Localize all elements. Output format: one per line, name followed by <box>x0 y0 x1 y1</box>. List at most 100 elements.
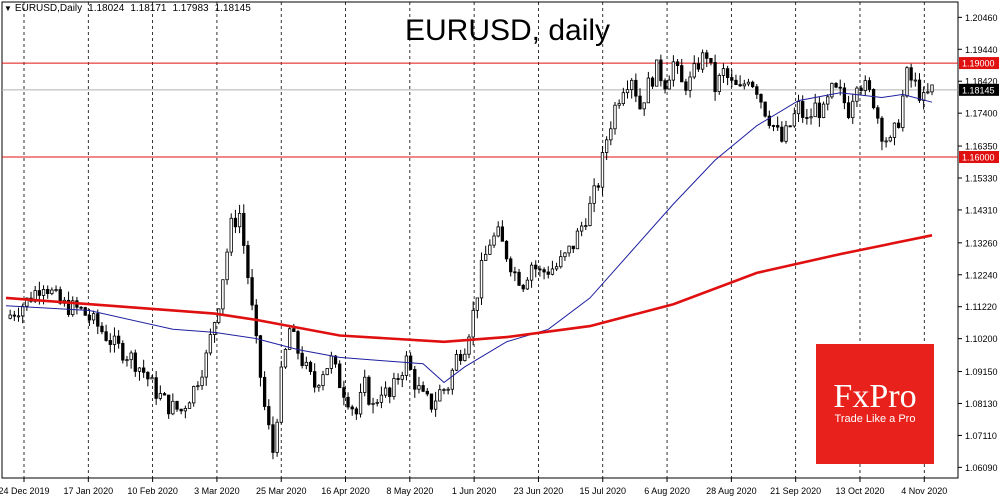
candle-body <box>550 268 555 275</box>
candle-body <box>442 389 446 391</box>
candle-body <box>237 213 242 228</box>
candle-body <box>112 335 117 345</box>
y-tick-label: 1.18420 <box>965 77 998 87</box>
candle-body <box>350 406 354 410</box>
candle-body <box>826 96 830 105</box>
candle-body <box>659 59 663 82</box>
x-tick-label: 8 May 2020 <box>386 486 433 496</box>
candle-body <box>509 258 513 273</box>
candle-body <box>183 408 188 412</box>
candle-body <box>504 240 509 260</box>
candle-body <box>50 289 54 294</box>
candle-body <box>162 393 167 396</box>
candle-body <box>767 115 771 126</box>
candle-body <box>354 408 359 415</box>
candle-body <box>317 385 321 388</box>
x-tick-label: 23 Jun 2020 <box>514 486 564 496</box>
candle-body <box>371 402 375 405</box>
candle-body <box>446 388 450 391</box>
candle-body <box>167 394 171 415</box>
candle-body <box>838 86 842 89</box>
candle-body <box>296 331 300 354</box>
candle-body <box>125 359 129 362</box>
candle-body <box>521 284 525 290</box>
candle-body <box>71 300 75 316</box>
candle-body <box>542 269 546 273</box>
y-tick-label: 1.11220 <box>965 302 997 312</box>
candle-body <box>930 84 934 93</box>
candle-body <box>375 401 379 404</box>
x-tick-label: 16 Apr 2020 <box>321 486 370 496</box>
candle-body <box>675 61 680 66</box>
candle-body <box>425 390 429 395</box>
x-tick-label: 28 Aug 2020 <box>706 486 757 496</box>
candle-body <box>262 376 267 407</box>
candle-body <box>700 52 705 70</box>
x-tick-label: 4 Nov 2020 <box>901 486 947 496</box>
candle-body <box>513 271 517 274</box>
candle-body <box>208 334 213 354</box>
candle-body <box>617 103 621 106</box>
collapse-triangle-icon[interactable]: ▼ <box>4 4 12 13</box>
candle-body <box>604 139 609 153</box>
candle-body <box>830 82 834 98</box>
candle-body <box>459 354 463 361</box>
candle-body <box>638 95 642 110</box>
fxpro-logo: FxPro Trade Like a Pro <box>816 344 934 464</box>
candle-body <box>771 125 776 127</box>
candle-body <box>79 306 83 309</box>
candle-body <box>579 225 584 232</box>
candle-body <box>917 79 922 101</box>
candle-body <box>104 331 108 341</box>
current-price-label: 1.18145 <box>962 85 995 95</box>
candle-body <box>396 378 400 380</box>
candle-body <box>776 125 780 128</box>
candle-body <box>571 245 575 250</box>
candle-body <box>346 396 350 408</box>
x-tick-label: 10 Feb 2020 <box>127 486 178 496</box>
candle-body <box>463 353 467 361</box>
symbol-label: EURUSD,Daily <box>14 3 83 14</box>
candle-body <box>688 76 692 91</box>
candle-body <box>746 81 751 85</box>
candle-body <box>792 113 797 127</box>
candle-body <box>613 104 617 130</box>
y-tick-label: 1.19440 <box>965 45 998 55</box>
candle-body <box>738 84 742 87</box>
plot-frame <box>1 1 959 479</box>
candle-body <box>116 335 121 344</box>
candle-body <box>454 354 459 371</box>
candle-body <box>58 289 62 304</box>
candle-body <box>21 305 25 317</box>
current-price-badge <box>959 83 999 96</box>
chart-title: EURUSD, daily <box>405 14 611 47</box>
candle-body <box>8 314 12 319</box>
candle-body <box>488 244 492 255</box>
candle-body <box>12 314 16 317</box>
y-tick-label: 1.06090 <box>965 463 998 473</box>
candle-body <box>496 226 500 237</box>
y-tick-label: 1.13260 <box>965 238 998 248</box>
candle-body <box>41 289 46 296</box>
candle-body <box>842 87 847 104</box>
candle-body <box>471 309 475 338</box>
candle-body <box>742 83 746 87</box>
candle-body <box>663 80 667 90</box>
candle-body <box>204 352 208 378</box>
candle-body <box>926 91 930 94</box>
chart-info-header: ▼ EURUSD,Daily 1.18024 1.18171 1.17983 1.1814… <box>4 3 257 14</box>
candle-body <box>133 352 137 372</box>
candle-body <box>730 77 734 81</box>
candle-body <box>821 103 826 119</box>
candle-body <box>817 102 822 119</box>
y-tick-label: 1.10200 <box>965 334 998 344</box>
candle-body <box>246 245 250 278</box>
y-tick-label: 1.14310 <box>965 205 998 215</box>
y-tick-label: 1.08130 <box>965 399 998 409</box>
candle-body <box>250 277 254 306</box>
candle-body <box>588 202 592 226</box>
candle-body <box>329 355 334 369</box>
candle-body <box>759 93 763 103</box>
candle-body <box>450 369 454 390</box>
